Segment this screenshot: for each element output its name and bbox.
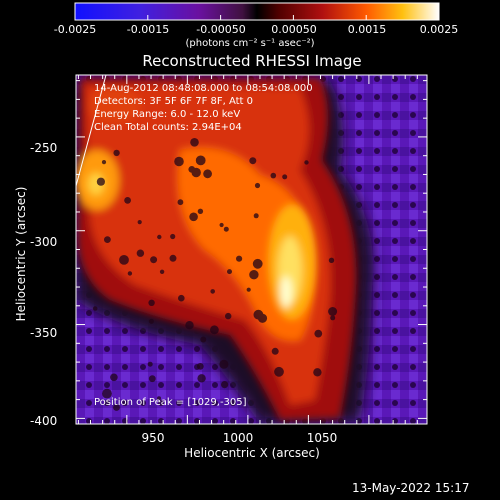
emission-hole	[178, 294, 185, 302]
emission-hole	[174, 156, 184, 167]
y-axis-label: Heliocentric Y (arcsec)	[14, 186, 28, 322]
emission-hole	[328, 257, 335, 263]
emission-hole	[177, 199, 184, 206]
peak-position-text: Position of Peak = [1029,-305]	[94, 397, 247, 408]
y-tick-label: -400	[30, 414, 58, 428]
emission-hole	[313, 368, 322, 377]
emission-hole	[246, 287, 251, 292]
emission-hole	[147, 361, 153, 367]
emission-hole	[113, 149, 120, 157]
emission-hole	[227, 269, 232, 275]
emission-hole	[148, 318, 154, 324]
emission-hole	[223, 226, 229, 232]
info-clean-counts: Clean Total counts: 2.94E+04	[94, 122, 242, 133]
y-tick-label: -250	[30, 141, 58, 155]
x-tick-label: 1000	[222, 431, 254, 445]
colorbar-tick-label: 0.0015	[347, 23, 387, 36]
emission-hole	[148, 375, 156, 383]
info-detectors: Detectors: 3F 5F 6F 7F 8F, Att 0	[94, 96, 254, 107]
emission-hole	[219, 359, 229, 369]
emission-hole	[113, 404, 120, 411]
emission-hole	[253, 213, 259, 219]
y-tick-label: -300	[30, 235, 58, 249]
emission-hole	[197, 208, 204, 214]
emission-hole	[137, 220, 142, 225]
emission-hole	[304, 160, 309, 165]
footer-timestamp: 13-May-2022 15:17	[352, 481, 470, 495]
colorbar-tick-label: 0.0025	[419, 23, 459, 36]
emission-hole	[270, 172, 277, 179]
emission-hole	[119, 255, 129, 265]
y-tick-label: -350	[30, 326, 58, 340]
emission-hole	[219, 222, 224, 228]
emission-hole	[257, 313, 268, 323]
emission-hole	[200, 336, 207, 343]
info-time-range: 14-Aug-2012 08:48:08.000 to 08:54:08.000	[94, 83, 313, 94]
x-tick-label: 950	[141, 431, 165, 445]
emission-hole	[191, 167, 201, 178]
emission-hole	[249, 157, 257, 165]
emission-hole	[196, 363, 204, 370]
colorbar-tick-label: -0.00050	[196, 23, 246, 36]
colorbar-tick-label: -0.0025	[53, 23, 97, 36]
colorbar-gradient	[74, 2, 440, 21]
colorbar-tick-label: -0.0015	[126, 23, 170, 36]
emission-hole	[110, 373, 118, 382]
emission-hole	[101, 160, 107, 165]
emission-hole	[150, 256, 158, 264]
emission-hole	[236, 255, 243, 262]
emission-hole	[92, 306, 98, 311]
emission-hole	[314, 329, 323, 338]
emission-hole	[252, 258, 263, 269]
emission-hole	[190, 138, 199, 147]
peak-center	[280, 276, 292, 308]
emission-hole	[271, 347, 279, 355]
emission-hole	[282, 174, 288, 180]
emission-hole	[225, 312, 232, 320]
emission-hole	[170, 233, 176, 240]
emission-hole	[185, 321, 194, 330]
emission-hole	[274, 366, 284, 377]
emission-hole	[127, 271, 133, 276]
info-energy-range: Energy Range: 6.0 - 12.0 keV	[94, 109, 241, 120]
emission-hole	[249, 270, 259, 280]
colorbar-tick-label: 0.00050	[271, 23, 317, 36]
emission-hole	[210, 289, 215, 294]
emission-hole	[169, 254, 177, 262]
emission-hole	[157, 234, 162, 240]
x-tick-label: 1050	[306, 431, 338, 445]
emission-hole	[148, 299, 155, 306]
emission-hole	[330, 315, 336, 321]
emission-hole	[124, 197, 131, 204]
emission-hole	[104, 236, 111, 244]
emission-hole	[197, 374, 206, 383]
solar-limb-line	[76, 75, 107, 187]
emission-hole	[96, 177, 105, 186]
emission-hole	[221, 381, 229, 389]
emission-hole	[189, 212, 198, 222]
emission-hole	[195, 155, 206, 166]
emission-hole	[102, 388, 112, 399]
emission-hole	[159, 269, 165, 274]
emission-hole	[136, 249, 145, 257]
emission-hole	[203, 169, 213, 179]
emission-hole	[328, 307, 338, 316]
north-blob	[89, 87, 141, 123]
plot-title: Reconstructed RHESSI Image	[142, 52, 362, 70]
emission-hole	[254, 182, 261, 189]
emission-hole	[210, 325, 219, 335]
colorbar-unit-label: (photons cm⁻² s⁻¹ asec⁻²)	[185, 38, 315, 49]
x-axis-label: Heliocentric X (arcsec)	[184, 446, 320, 460]
emission-hole	[157, 396, 161, 401]
